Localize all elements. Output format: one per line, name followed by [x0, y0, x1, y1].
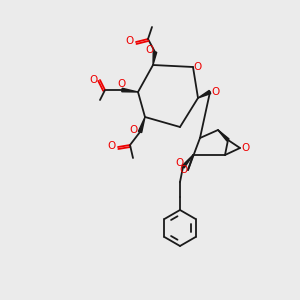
Text: O: O: [117, 79, 125, 89]
Text: O: O: [241, 143, 249, 153]
Polygon shape: [138, 117, 145, 133]
Text: O: O: [175, 158, 183, 168]
Polygon shape: [122, 88, 138, 92]
Polygon shape: [198, 90, 211, 98]
Text: O: O: [126, 36, 134, 46]
Text: O: O: [211, 87, 219, 97]
Polygon shape: [218, 130, 229, 141]
Text: O: O: [194, 62, 202, 72]
Text: O: O: [145, 45, 153, 55]
Polygon shape: [153, 52, 157, 65]
Text: O: O: [90, 75, 98, 85]
Text: O: O: [130, 125, 138, 135]
Polygon shape: [182, 155, 193, 168]
Text: O: O: [179, 165, 187, 175]
Text: O: O: [108, 141, 116, 151]
